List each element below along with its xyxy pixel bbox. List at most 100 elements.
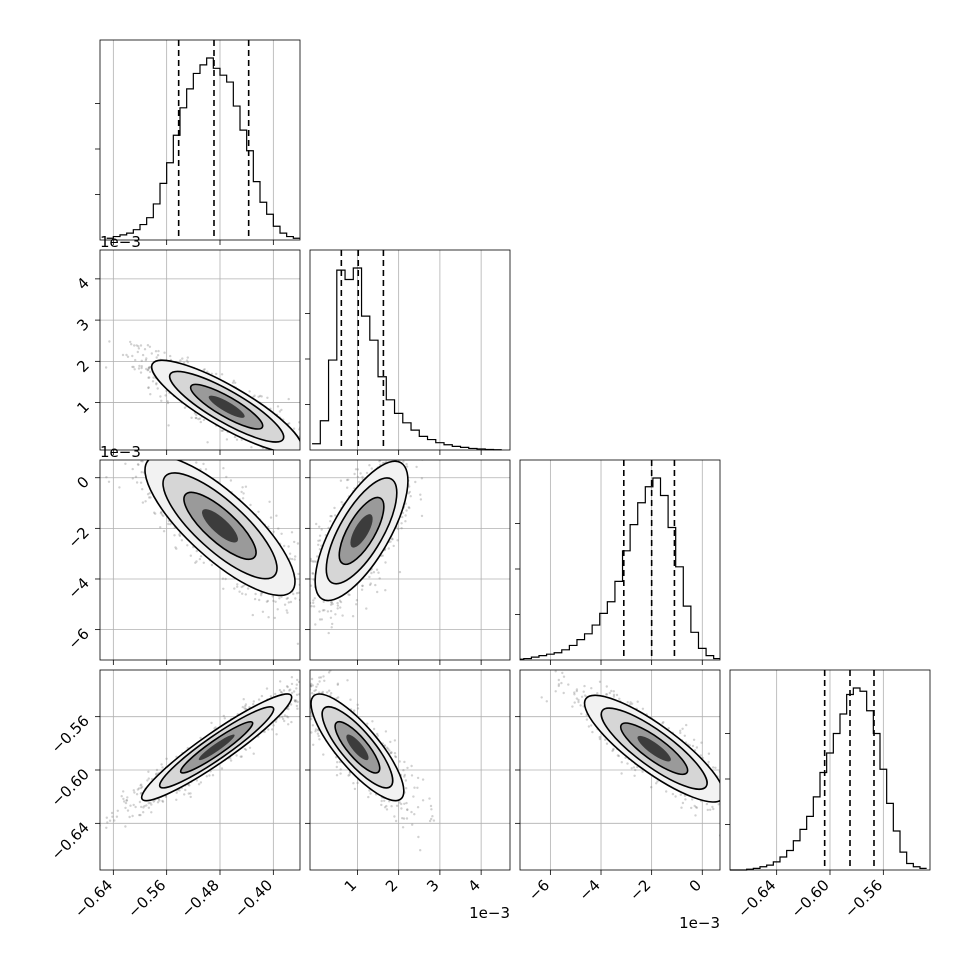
sample-point [139, 371, 143, 374]
sample-point [141, 353, 145, 357]
sample-point [329, 514, 332, 518]
sample-point [316, 555, 319, 558]
scatter-points [104, 340, 337, 468]
sample-point [310, 451, 312, 453]
sample-point [139, 792, 143, 795]
sample-point [305, 649, 307, 651]
sample-point [289, 600, 293, 604]
sample-point [310, 605, 313, 608]
sample-point [158, 451, 160, 453]
sample-point [361, 584, 364, 588]
sample-point [236, 583, 239, 586]
sample-point [318, 453, 320, 455]
sample-point [210, 563, 214, 567]
sample-point [408, 439, 410, 441]
sample-point [144, 359, 148, 362]
sample-point [202, 561, 205, 564]
sample-point [246, 587, 250, 590]
sample-point [287, 707, 290, 711]
sample-point [407, 506, 410, 509]
sample-point [416, 457, 418, 459]
sample-point [302, 690, 304, 692]
sample-point [124, 462, 127, 465]
sample-point [195, 416, 198, 420]
sample-point [306, 425, 308, 427]
sample-point [317, 543, 320, 546]
sample-point [152, 376, 155, 379]
sample-point [221, 577, 225, 580]
sample-point [307, 611, 309, 613]
sample-point [339, 479, 343, 482]
sample-point [311, 560, 315, 563]
sample-point [160, 399, 163, 402]
sample-point [309, 453, 311, 455]
scatter-points [103, 431, 300, 645]
sample-point [169, 354, 172, 358]
sample-point [235, 438, 239, 441]
sample-point [266, 599, 270, 603]
sample-point [303, 710, 305, 712]
sample-point [242, 698, 245, 701]
sample-point [302, 565, 304, 567]
sample-point [351, 615, 355, 618]
sample-point [413, 452, 415, 454]
sample-point [129, 340, 132, 344]
sample-point [147, 770, 150, 773]
sample-point [242, 492, 245, 495]
sample-point [267, 616, 270, 619]
sample-point [298, 421, 300, 424]
sample-point [419, 493, 422, 496]
sample-point [405, 462, 408, 466]
sample-point [357, 480, 361, 484]
sample-point [307, 559, 309, 561]
sample-point [286, 716, 290, 719]
sample-point [290, 691, 294, 695]
sample-point [153, 451, 155, 453]
sample-point [279, 456, 281, 458]
sample-point [409, 495, 412, 498]
panel-frame [309, 249, 511, 451]
sample-point [115, 431, 117, 433]
sample-point [253, 597, 257, 601]
sample-point [313, 597, 316, 600]
sample-point [347, 593, 350, 596]
sample-point [377, 571, 380, 574]
sample-point [272, 530, 275, 533]
sample-point [381, 446, 383, 448]
sample-point [238, 590, 241, 593]
sample-point [295, 699, 298, 702]
sample-point [335, 466, 337, 468]
sample-point [151, 380, 155, 383]
sample-point [137, 463, 140, 466]
sample-point [394, 455, 396, 457]
sample-point [321, 609, 325, 612]
histogram-panel-3: −0.64 −0.60 −0.56 [725, 669, 931, 921]
sample-point [293, 452, 295, 454]
sample-point [137, 367, 141, 370]
sample-point [360, 588, 364, 591]
sample-point [189, 554, 192, 557]
y-tick-label: 3 [73, 315, 92, 334]
sample-point [266, 396, 269, 399]
sample-point [288, 552, 292, 555]
sample-point [290, 557, 294, 561]
sample-point [329, 520, 332, 523]
sample-point [283, 636, 285, 638]
sample-point [140, 471, 143, 474]
sample-point [346, 486, 349, 489]
sample-point [103, 434, 105, 436]
sample-point [115, 815, 119, 818]
sample-point [183, 406, 187, 409]
sample-point [391, 538, 394, 541]
sample-point [338, 599, 342, 602]
sample-point [257, 395, 260, 398]
sample-point [181, 357, 184, 360]
sample-point [173, 534, 176, 537]
sample-point [306, 600, 308, 602]
sample-point [318, 525, 321, 528]
y-tick-label: −6 [64, 625, 92, 653]
sample-point [160, 450, 162, 452]
sample-point [229, 479, 233, 482]
sample-point [198, 417, 202, 420]
sample-point [222, 587, 225, 590]
